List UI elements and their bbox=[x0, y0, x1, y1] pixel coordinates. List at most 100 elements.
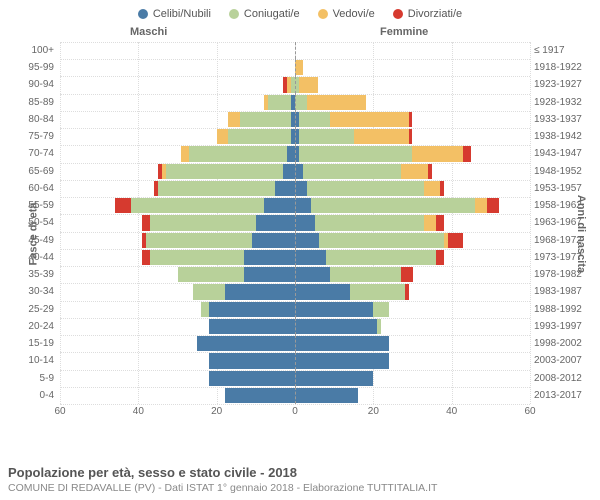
female-bar bbox=[295, 146, 471, 161]
bar-segment bbox=[412, 146, 463, 161]
x-tick-label: 20 bbox=[368, 406, 379, 417]
birth-label: 1923-1927 bbox=[534, 79, 594, 90]
bar-segment bbox=[295, 164, 303, 179]
birth-label: 1953-1957 bbox=[534, 183, 594, 194]
birth-label: 1928-1932 bbox=[534, 97, 594, 108]
bar-segment bbox=[315, 215, 425, 230]
bar-segment bbox=[295, 250, 326, 265]
birth-label: 2008-2012 bbox=[534, 373, 594, 384]
pyramid-row: 75-791938-1942 bbox=[0, 128, 600, 145]
center-line bbox=[295, 232, 296, 249]
age-label: 20-24 bbox=[0, 321, 54, 332]
footer-subtitle: COMUNE DI REDAVALLE (PV) - Dati ISTAT 1°… bbox=[8, 482, 437, 494]
female-bar bbox=[295, 250, 444, 265]
center-line bbox=[295, 335, 296, 352]
age-label: 15-19 bbox=[0, 338, 54, 349]
male-bar bbox=[178, 267, 295, 282]
birth-label: 2003-2007 bbox=[534, 355, 594, 366]
age-label: 35-39 bbox=[0, 269, 54, 280]
age-label: 25-29 bbox=[0, 304, 54, 315]
bar-area bbox=[60, 59, 530, 76]
bar-segment bbox=[319, 233, 444, 248]
legend-item: Coniugati/e bbox=[229, 8, 300, 20]
pyramid-row: 100+≤ 1917 bbox=[0, 42, 600, 59]
bar-segment bbox=[181, 146, 189, 161]
pyramid-row: 40-441973-1977 bbox=[0, 249, 600, 266]
male-header: Maschi bbox=[130, 26, 167, 38]
center-line bbox=[295, 370, 296, 387]
x-tick-label: 0 bbox=[292, 406, 298, 417]
pyramid-row: 55-591958-1962 bbox=[0, 197, 600, 214]
pyramid-row: 45-491968-1972 bbox=[0, 232, 600, 249]
pyramid-row: 70-741943-1947 bbox=[0, 145, 600, 162]
center-line bbox=[295, 318, 296, 335]
bar-area bbox=[60, 352, 530, 369]
female-bar bbox=[295, 267, 413, 282]
age-label: 5-9 bbox=[0, 373, 54, 384]
bar-segment bbox=[377, 319, 381, 334]
bar-segment bbox=[330, 267, 401, 282]
age-label: 50-54 bbox=[0, 217, 54, 228]
bar-segment bbox=[225, 284, 296, 299]
birth-label: 2013-2017 bbox=[534, 390, 594, 401]
bar-segment bbox=[424, 181, 440, 196]
male-bar bbox=[142, 250, 295, 265]
bar-area bbox=[60, 249, 530, 266]
bar-segment bbox=[193, 284, 224, 299]
age-label: 95-99 bbox=[0, 62, 54, 73]
bar-segment bbox=[409, 112, 413, 127]
bar-segment bbox=[209, 353, 295, 368]
age-label: 45-49 bbox=[0, 235, 54, 246]
center-line bbox=[295, 197, 296, 214]
bar-segment bbox=[373, 302, 389, 317]
center-line bbox=[295, 111, 296, 128]
bar-segment bbox=[295, 60, 303, 75]
female-bar bbox=[295, 60, 303, 75]
age-label: 0-4 bbox=[0, 390, 54, 401]
bar-segment bbox=[295, 181, 307, 196]
male-bar bbox=[209, 353, 295, 368]
bar-segment bbox=[252, 233, 295, 248]
bar-segment bbox=[354, 129, 409, 144]
birth-label: ≤ 1917 bbox=[534, 45, 594, 56]
legend-label: Celibi/Nubili bbox=[153, 8, 211, 20]
female-bar bbox=[295, 198, 499, 213]
center-line bbox=[295, 94, 296, 111]
male-bar bbox=[209, 371, 295, 386]
bar-segment bbox=[307, 95, 366, 110]
bar-segment bbox=[448, 233, 464, 248]
center-line bbox=[295, 145, 296, 162]
bar-area bbox=[60, 318, 530, 335]
bar-segment bbox=[142, 215, 150, 230]
bar-segment bbox=[326, 250, 436, 265]
pyramid-row: 80-841933-1937 bbox=[0, 111, 600, 128]
pyramid-row: 60-641953-1957 bbox=[0, 180, 600, 197]
age-label: 30-34 bbox=[0, 286, 54, 297]
bar-segment bbox=[197, 336, 295, 351]
legend-swatch bbox=[229, 9, 239, 19]
female-bar bbox=[295, 302, 389, 317]
female-bar bbox=[295, 181, 444, 196]
bar-segment bbox=[295, 215, 315, 230]
female-bar bbox=[295, 77, 318, 92]
bar-segment bbox=[424, 215, 436, 230]
bar-segment bbox=[228, 129, 291, 144]
male-bar bbox=[264, 95, 295, 110]
gender-headers: Maschi Femmine bbox=[0, 24, 600, 42]
birth-label: 1948-1952 bbox=[534, 166, 594, 177]
legend-label: Divorziati/e bbox=[408, 8, 462, 20]
center-line bbox=[295, 266, 296, 283]
female-bar bbox=[295, 164, 432, 179]
female-bar bbox=[295, 112, 412, 127]
male-bar bbox=[228, 112, 295, 127]
bar-segment bbox=[146, 233, 252, 248]
bar-segment bbox=[256, 215, 295, 230]
bar-area bbox=[60, 197, 530, 214]
chart-footer: Popolazione per età, sesso e stato civil… bbox=[8, 465, 437, 494]
bar-segment bbox=[295, 371, 373, 386]
bar-segment bbox=[436, 215, 444, 230]
male-bar bbox=[201, 302, 295, 317]
bar-area bbox=[60, 145, 530, 162]
pyramid-row: 30-341983-1987 bbox=[0, 283, 600, 300]
birth-label: 1998-2002 bbox=[534, 338, 594, 349]
